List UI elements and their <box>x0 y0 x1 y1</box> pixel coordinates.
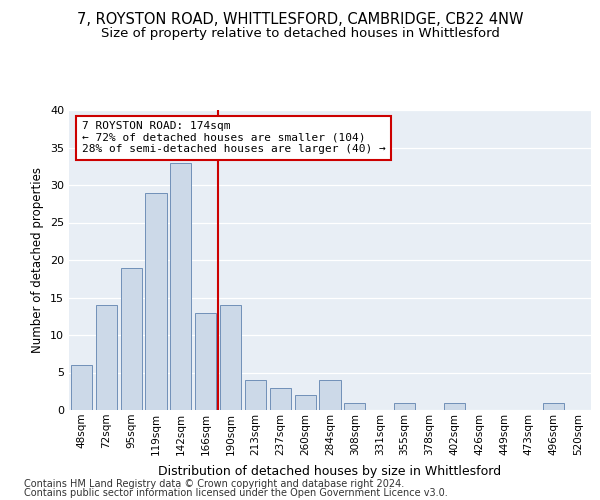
Bar <box>543 402 564 410</box>
Bar <box>121 268 142 410</box>
Text: Size of property relative to detached houses in Whittlesford: Size of property relative to detached ho… <box>101 28 499 40</box>
Bar <box>96 305 117 410</box>
Bar <box>71 365 92 410</box>
Text: 7 ROYSTON ROAD: 174sqm
← 72% of detached houses are smaller (104)
28% of semi-de: 7 ROYSTON ROAD: 174sqm ← 72% of detached… <box>82 121 386 154</box>
Bar <box>295 395 316 410</box>
Bar <box>220 305 241 410</box>
Text: Contains public sector information licensed under the Open Government Licence v3: Contains public sector information licen… <box>24 488 448 498</box>
Bar <box>145 192 167 410</box>
Bar <box>394 402 415 410</box>
Bar <box>344 402 365 410</box>
Text: 7, ROYSTON ROAD, WHITTLESFORD, CAMBRIDGE, CB22 4NW: 7, ROYSTON ROAD, WHITTLESFORD, CAMBRIDGE… <box>77 12 523 28</box>
Bar <box>245 380 266 410</box>
Bar <box>170 162 191 410</box>
Bar <box>444 402 465 410</box>
Bar <box>195 312 216 410</box>
Bar <box>270 388 291 410</box>
Bar <box>319 380 341 410</box>
Y-axis label: Number of detached properties: Number of detached properties <box>31 167 44 353</box>
Text: Contains HM Land Registry data © Crown copyright and database right 2024.: Contains HM Land Registry data © Crown c… <box>24 479 404 489</box>
Text: Distribution of detached houses by size in Whittlesford: Distribution of detached houses by size … <box>158 464 502 477</box>
